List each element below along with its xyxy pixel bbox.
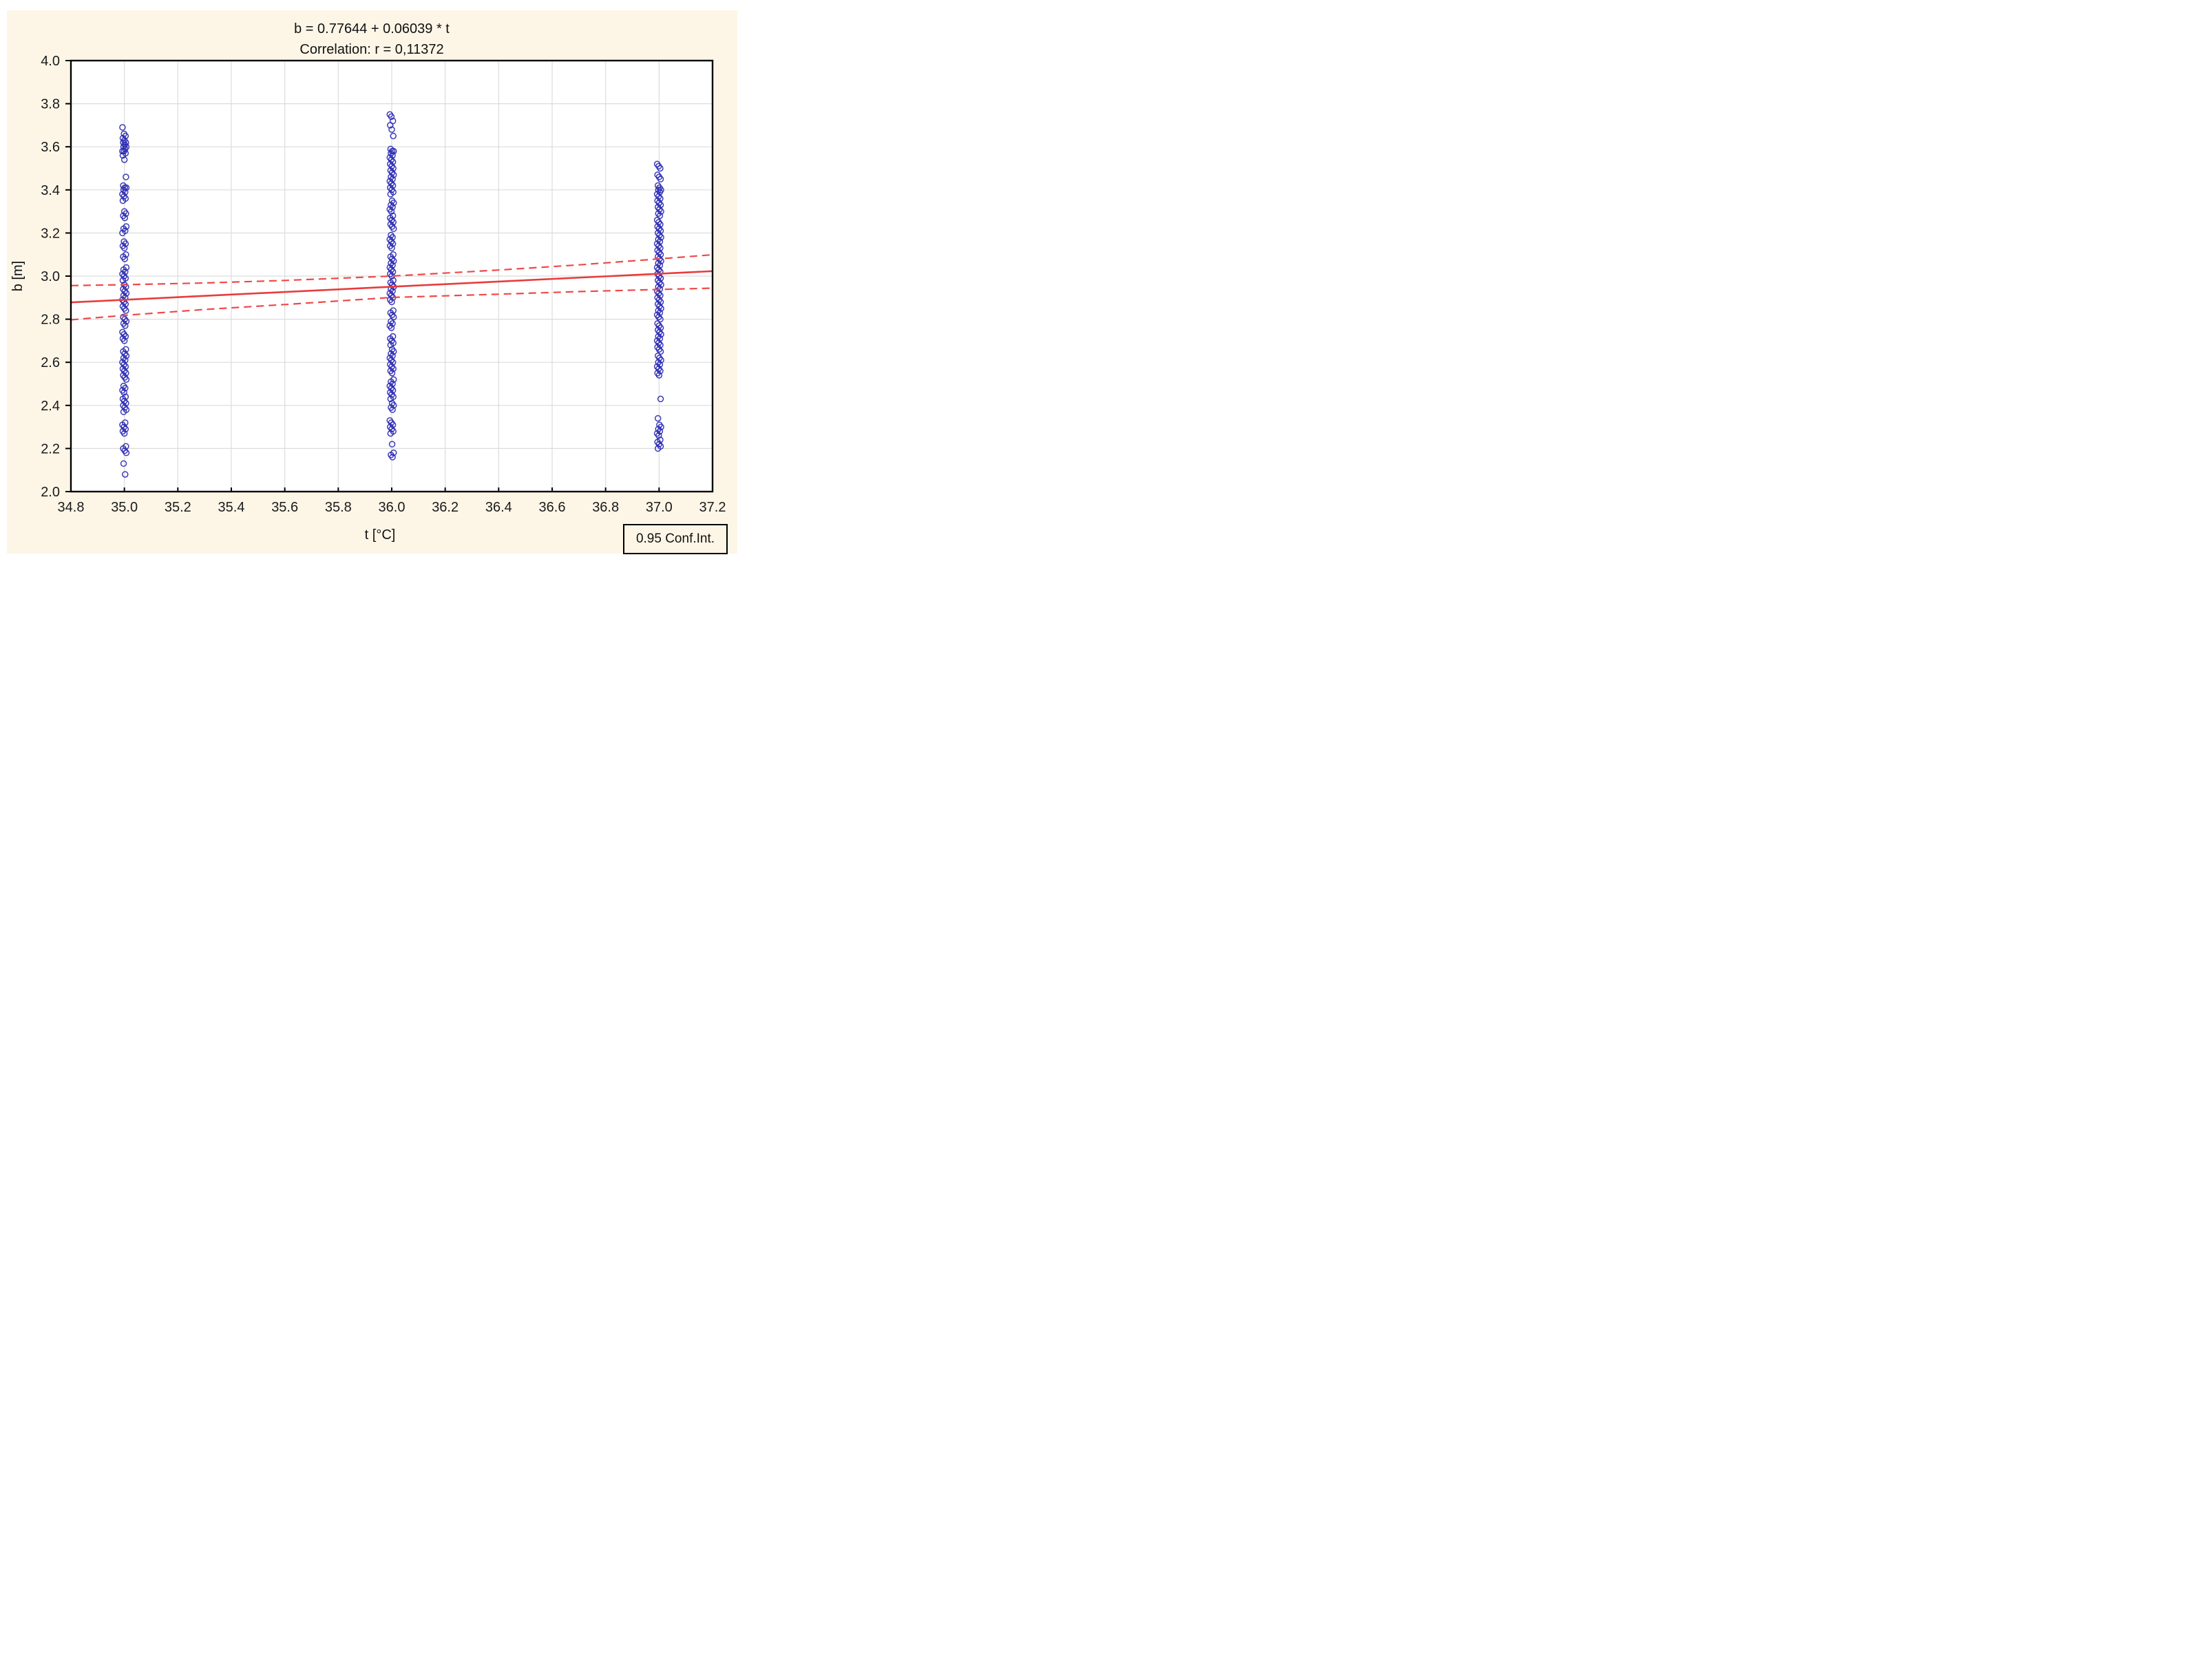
x-tick-label: 36.0 (379, 500, 405, 515)
data-point (120, 430, 128, 437)
plot-frame (70, 59, 714, 493)
confidence-interval-lines (70, 253, 713, 321)
data-point (120, 460, 127, 467)
legend-label: 0.95 Conf.Int. (635, 532, 715, 546)
data-point (119, 277, 127, 284)
data-point (119, 229, 126, 237)
data-point (120, 389, 127, 396)
x-tick-label: 36.8 (592, 500, 619, 515)
data-point (119, 151, 127, 159)
x-tick-label: 37.2 (699, 500, 726, 515)
data-point (655, 432, 662, 439)
data-point (119, 124, 126, 131)
data-point (122, 322, 129, 329)
data-point (120, 244, 128, 252)
data-point (388, 126, 395, 133)
y-tick-label: 3.2 (41, 226, 60, 241)
data-point (120, 408, 127, 415)
x-tick-label: 35.0 (111, 500, 138, 515)
data-point (121, 214, 128, 222)
y-tick-label: 3.4 (41, 183, 60, 198)
data-point (123, 174, 129, 180)
y-tick-label: 2.8 (41, 313, 60, 328)
data-point (122, 471, 129, 478)
data-point (387, 342, 394, 348)
data-point (387, 395, 394, 403)
x-tick-label: 36.6 (539, 500, 566, 515)
data-point (387, 191, 394, 198)
data-point (655, 372, 663, 379)
data-point (120, 156, 128, 163)
x-tick-label: 34.8 (58, 500, 85, 515)
data-point (123, 449, 130, 456)
data-point (388, 113, 395, 120)
regression-fit-line (70, 270, 713, 304)
x-tick-label: 36.4 (485, 500, 512, 515)
data-point (388, 298, 395, 306)
x-axis-label: t [°C] (365, 527, 396, 543)
y-tick-labels: 2.0 2.2 2.4 2.6 2.8 3.0 3.2 3.4 3.6 3.8 4.0 (41, 54, 60, 500)
y-tick-label: 2.6 (41, 355, 60, 370)
regression-line (70, 270, 713, 304)
scatter-plot: 34.8 35.0 35.2 35.4 35.6 35.8 36.0 36.2 36.4 36.6… (10, 21, 726, 543)
data-point (388, 441, 396, 448)
data-point (657, 165, 664, 172)
y-tick-label: 4.0 (41, 54, 60, 69)
x-tick-label: 35.8 (325, 500, 352, 515)
data-point (657, 176, 664, 182)
data-point (123, 376, 130, 383)
x-tick-label: 35.2 (165, 500, 191, 515)
y-tick-label: 2.0 (41, 485, 60, 500)
x-tick-label: 36.2 (432, 500, 459, 515)
data-point (387, 122, 394, 129)
x-tick-labels: 34.8 35.0 35.2 35.4 35.6 35.8 36.0 36.2 36.4 36.6… (58, 500, 726, 515)
confidence-upper-line (70, 253, 713, 286)
y-tick-label: 3.0 (41, 269, 60, 284)
data-point (388, 208, 395, 215)
data-point (119, 197, 127, 204)
data-point (390, 225, 397, 232)
y-tick-label: 2.4 (41, 399, 60, 414)
x-tick-label: 37.0 (646, 500, 673, 515)
confidence-lower-line (70, 287, 713, 321)
data-point (657, 395, 664, 403)
data-point (388, 370, 396, 377)
data-point (123, 307, 129, 314)
x-tick-label: 35.4 (218, 500, 245, 515)
data-point (389, 454, 396, 461)
chart-title-equation: b = 0.77644 + 0.06039 * t (294, 21, 450, 36)
y-tick-label: 2.2 (41, 441, 60, 456)
data-point (388, 244, 395, 252)
x-tick-label: 35.6 (271, 500, 298, 515)
y-tick-label: 3.6 (41, 140, 60, 155)
statistica-scatterplot-page: { "page": { "background": "#FFFFFF", "ca… (0, 0, 737, 554)
data-point (121, 255, 128, 262)
legend-box: 0.95 Conf.Int. (623, 524, 728, 554)
data-point (654, 414, 662, 422)
data-point (387, 430, 394, 437)
data-point (654, 445, 662, 452)
data-point (120, 337, 128, 344)
y-tick-label: 3.8 (41, 97, 60, 112)
y-axis-label: b [m] (10, 261, 25, 291)
chart-title-correlation: Correlation: r = 0,11372 (299, 42, 443, 57)
data-point (388, 324, 395, 331)
data-point (390, 132, 397, 140)
data-point (389, 406, 396, 413)
